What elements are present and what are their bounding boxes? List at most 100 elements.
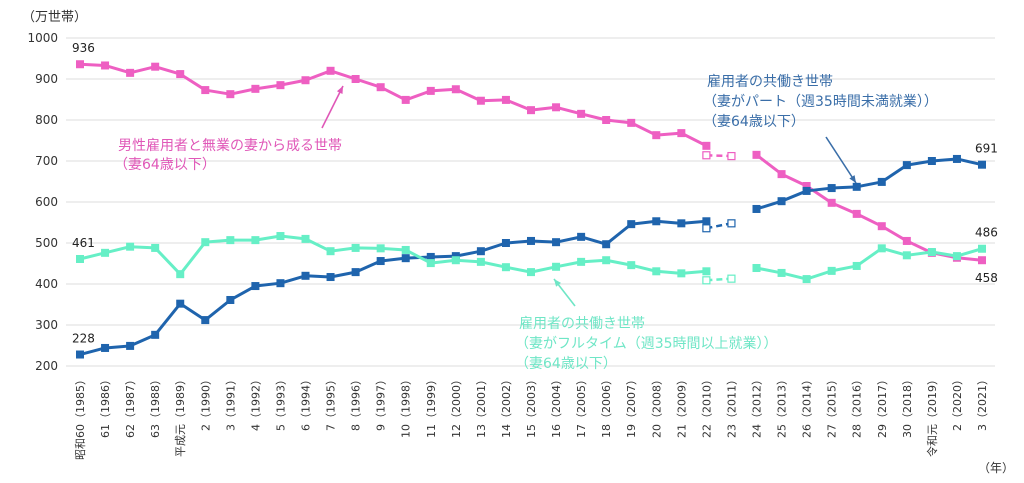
data-point [602,256,611,265]
data-point [752,204,761,213]
hollow-data-point [727,219,736,228]
data-point [451,256,460,265]
data-point [552,103,561,112]
series-dashed-line [706,154,732,158]
data-point [501,95,510,104]
x-tick-label: 4（1992） [249,374,262,431]
data-point [552,262,561,271]
x-tick-label: 8（1996） [350,374,363,431]
series-dual_part_time: 228 691 [72,142,998,359]
series-name-label: 男性雇用者と無業の妻から成る世帯 [118,137,342,154]
x-tick-label: 28（2016） [851,374,864,438]
x-tick-label: 7（1995） [325,374,338,431]
hollow-data-point [702,151,711,160]
data-point [101,248,110,257]
data-point [151,330,160,339]
y-unit-label: （万世帯） [22,10,87,25]
data-label: 936 [72,41,95,55]
data-point [777,268,786,277]
data-point [351,75,360,83]
data-point [101,61,110,70]
y-tick-label: 800 [35,113,58,127]
x-tick-label: 14（2002） [500,374,513,438]
hollow-data-point [702,224,711,233]
series-name-label: （妻64歳以下） [703,114,805,130]
annotation-single_income: 男性雇用者と無業の妻から成る世帯 （妻64歳以下） [114,85,344,173]
data-point [251,236,260,245]
data-point [76,350,84,359]
data-point [527,106,535,115]
x-tick-label: 63（1988） [149,374,162,438]
data-point [702,217,711,226]
data-point [376,244,385,253]
data-point [476,96,485,105]
gridlines [66,37,995,367]
series-dashed-line [706,222,732,230]
data-point [251,84,260,93]
data-point [552,238,561,247]
series-group: 936 458 228 691 461 486 [72,41,998,359]
data-point [927,157,936,165]
x-tick-label: 20（2008） [650,374,663,438]
data-label: 228 [72,332,95,346]
data-point [952,154,961,163]
data-point [226,236,235,245]
data-point [677,219,686,228]
data-point [627,261,636,270]
x-tick-label: 23（2011） [725,374,738,438]
x-tick-label: 29（2017） [876,374,889,438]
data-point [126,68,135,77]
data-point [151,243,160,252]
data-point [527,236,535,245]
x-tick-label: 3（1991） [224,374,237,431]
data-point [978,256,986,265]
y-tick-label: 500 [35,236,58,250]
x-tick-label: 18（2006） [600,374,613,438]
x-tick-label: 26（2014） [801,374,814,438]
data-point [652,267,661,276]
data-point [476,257,485,266]
data-point [627,220,636,229]
annotation-dual_part_time: 雇用者の共働き世帯 （妻がパート（週35時間未満就業）） （妻64歳以下） [703,73,938,184]
data-point [276,232,285,241]
x-tick-label: 27（2015） [826,374,839,438]
x-tick-label: 30（2018） [901,374,914,438]
series-dual_full_time: 461 486 [72,226,998,285]
x-tick-label: 15（2003） [525,374,538,438]
data-point [301,271,310,280]
data-point [326,66,335,75]
x-tick-label: 21（2009） [675,374,688,438]
annotation-arrow [321,85,344,129]
series-single_income: 936 458 [72,41,998,285]
data-point [126,242,135,251]
data-label: 486 [975,226,998,240]
data-point [652,217,661,226]
data-point [802,275,811,284]
data-point [151,62,160,71]
x-tick-label: 昭和60（1985） [74,374,87,460]
data-point [226,90,235,99]
data-point [877,177,886,186]
data-point [351,268,360,277]
data-point [677,129,686,138]
data-point [76,254,84,263]
data-point [702,267,711,276]
series-dashed-line [706,277,732,282]
data-point [251,282,260,291]
data-point [627,118,636,127]
data-point [276,279,285,288]
series-line [79,62,708,148]
data-point [476,247,485,256]
x-tick-label: 10（1998） [400,374,413,438]
y-tick-label: 300 [35,318,58,332]
data-point [101,343,110,352]
data-point [652,131,661,140]
series-line [79,234,707,276]
x-tick-label: 2（2020） [951,374,964,431]
data-point [176,270,185,279]
data-point [978,160,986,169]
x-tick-label: 13（2001） [475,374,488,438]
data-point [902,236,911,245]
y-tick-label: 900 [35,72,58,86]
y-tick-label: 700 [35,154,58,168]
